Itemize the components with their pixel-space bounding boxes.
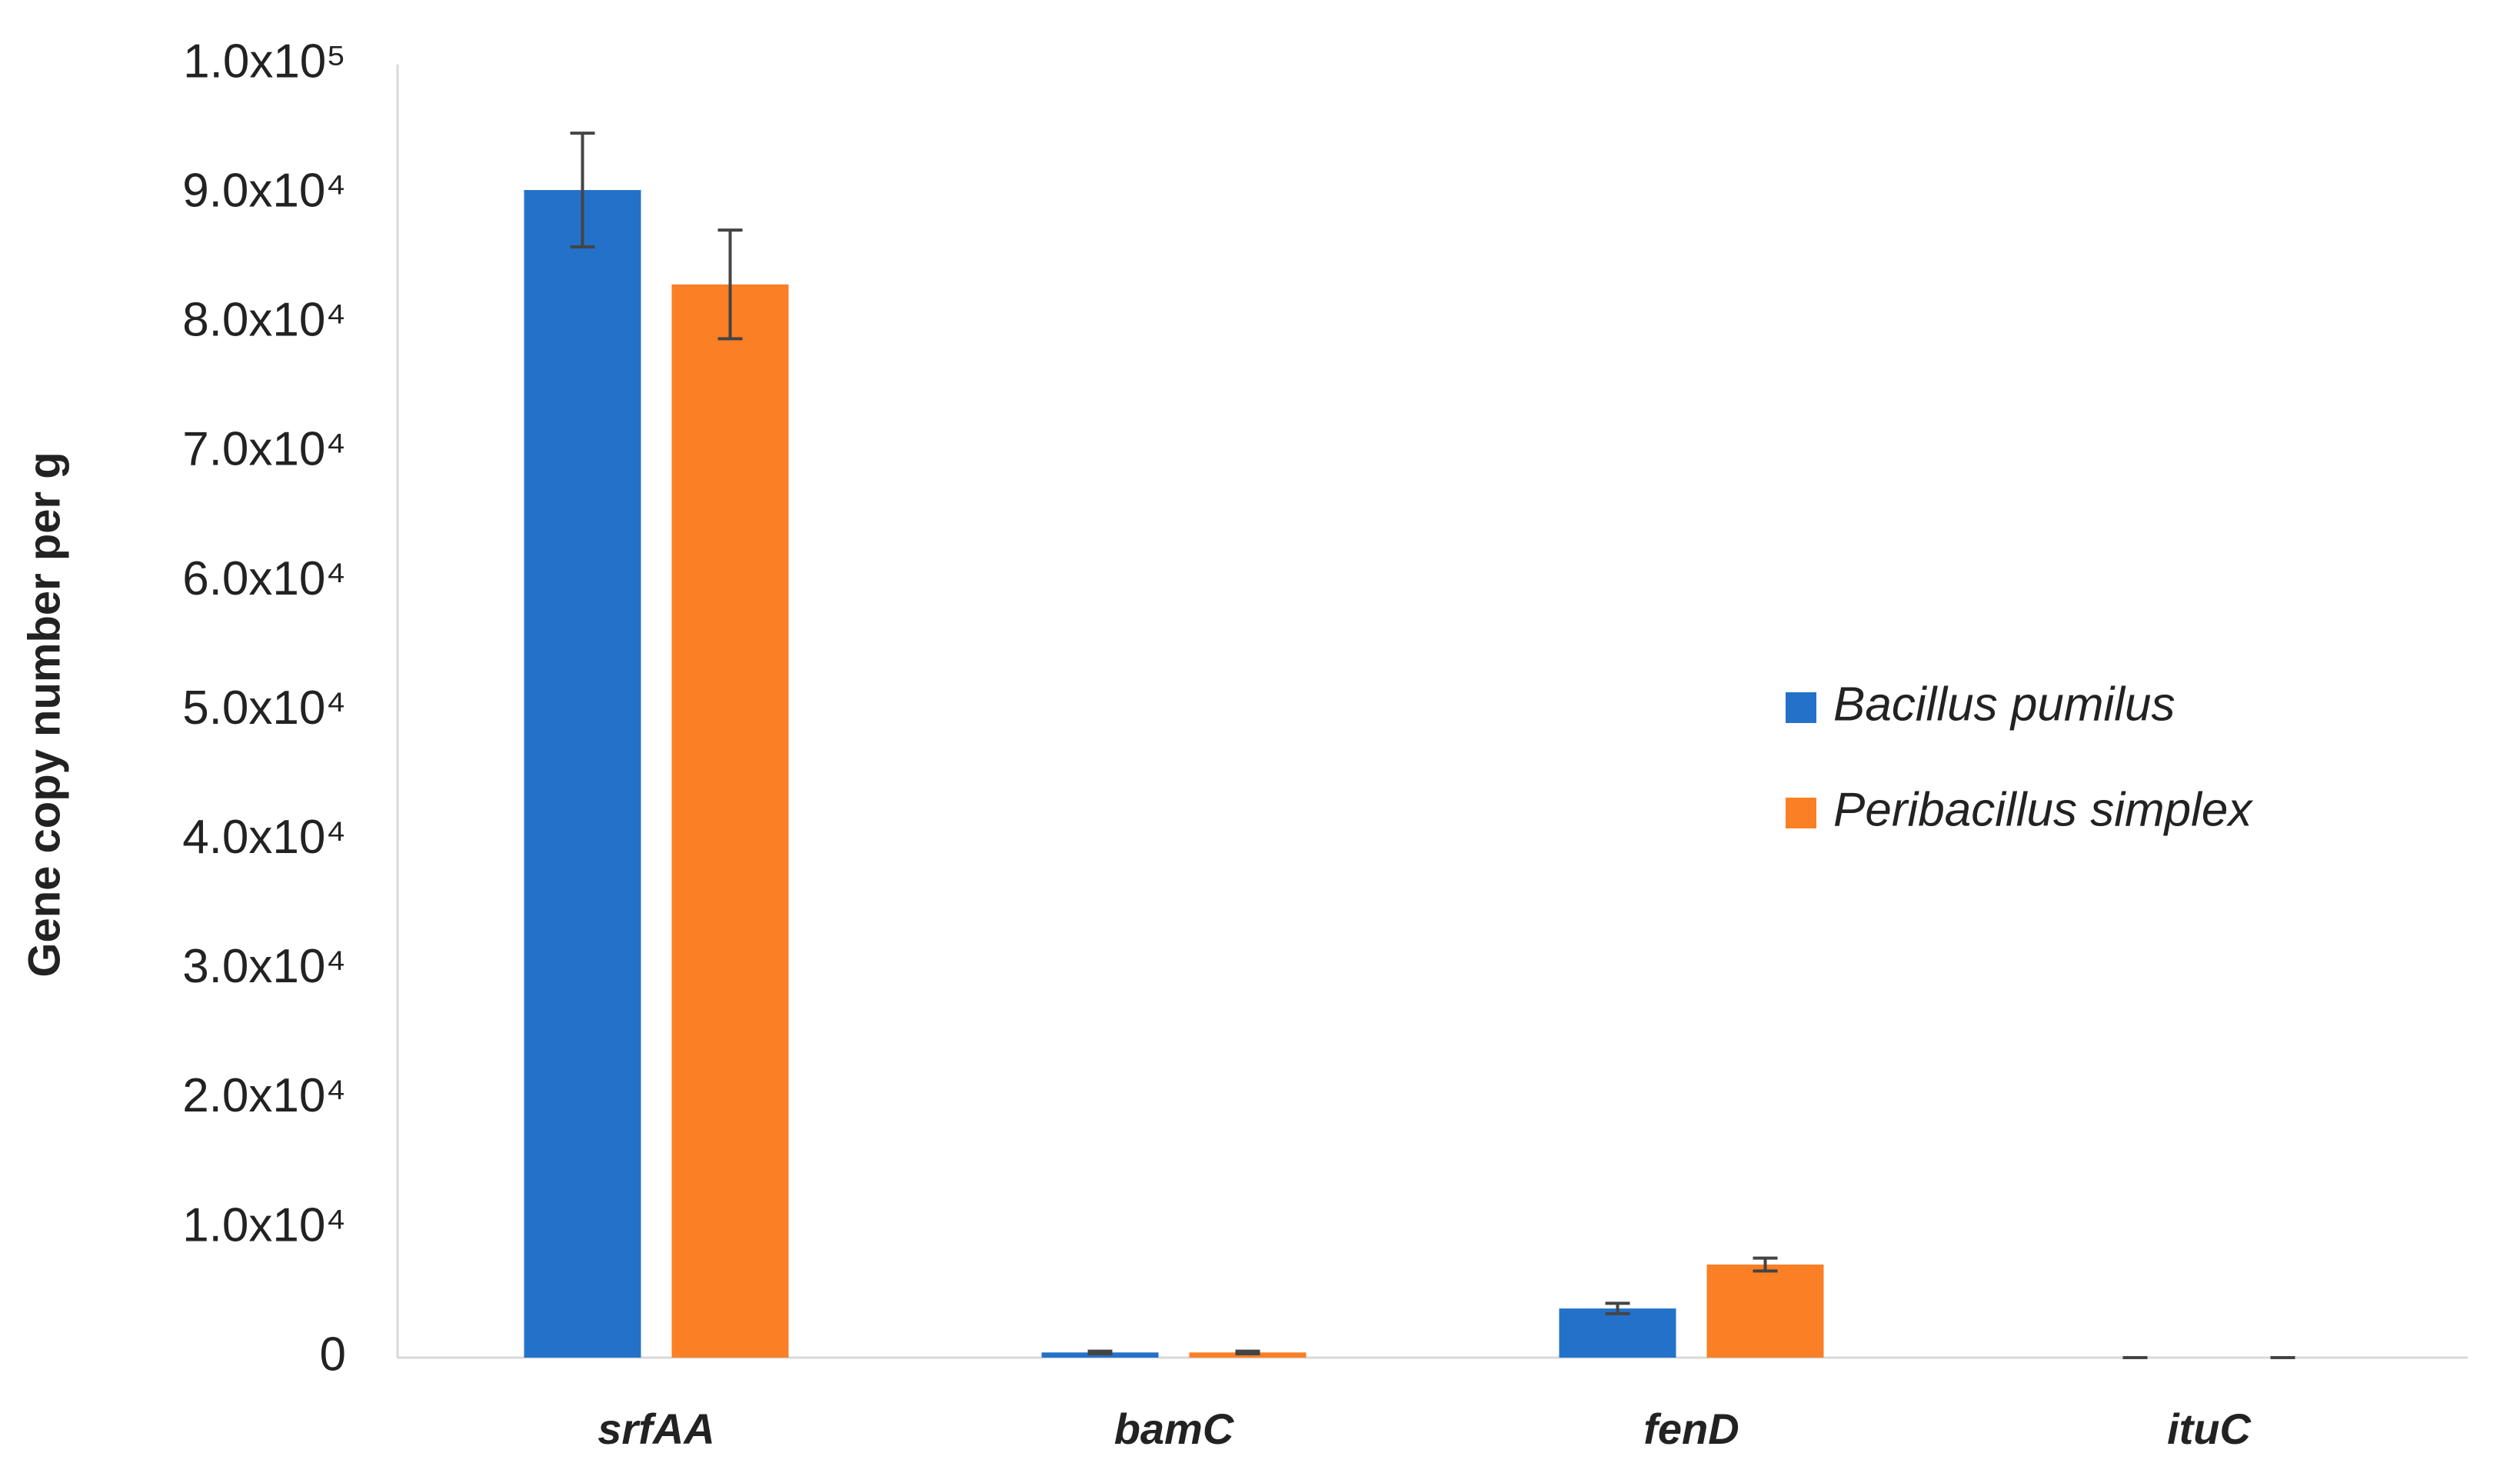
y-tick-label: 9.0x10⁴ (182, 164, 346, 217)
legend-swatch (1786, 798, 1816, 828)
bar (1706, 1264, 1824, 1358)
y-tick-label: 1.0x10⁵ (183, 35, 346, 88)
error-bar (1605, 1301, 1630, 1315)
error-bar (717, 228, 743, 341)
legend-label: Bacillus pumilus (1833, 678, 2175, 731)
legend-swatch (1786, 692, 1816, 723)
error-bar (570, 132, 595, 249)
bar (1559, 1308, 1676, 1358)
y-tick-label: 0 (320, 1328, 346, 1381)
y-tick-label: 6.0x10⁴ (182, 552, 346, 605)
error-bar (1235, 1349, 1260, 1355)
legend-label: Peribacillus simplex (1833, 783, 2253, 836)
y-tick-label: 5.0x10⁴ (182, 682, 346, 735)
y-tick-label: 2.0x10⁴ (182, 1069, 346, 1122)
bar (671, 284, 789, 1358)
error-bar (1753, 1256, 1778, 1273)
error-bar (1087, 1349, 1113, 1355)
x-tick-label: fenD (1643, 1405, 1739, 1453)
y-tick-label: 1.0x10⁴ (182, 1198, 346, 1251)
y-tick-label: 7.0x10⁴ (182, 423, 346, 476)
bar (524, 190, 641, 1358)
x-tick-label: srfAA (598, 1405, 714, 1453)
x-tick-label: bamC (1114, 1405, 1235, 1453)
x-tick-label: ituC (2167, 1405, 2252, 1453)
y-axis-title: Gene copy number per g (19, 452, 69, 977)
y-tick-label: 8.0x10⁴ (182, 294, 346, 347)
y-tick-label: 3.0x10⁴ (182, 940, 346, 993)
y-tick-label: 4.0x10⁴ (182, 811, 346, 864)
